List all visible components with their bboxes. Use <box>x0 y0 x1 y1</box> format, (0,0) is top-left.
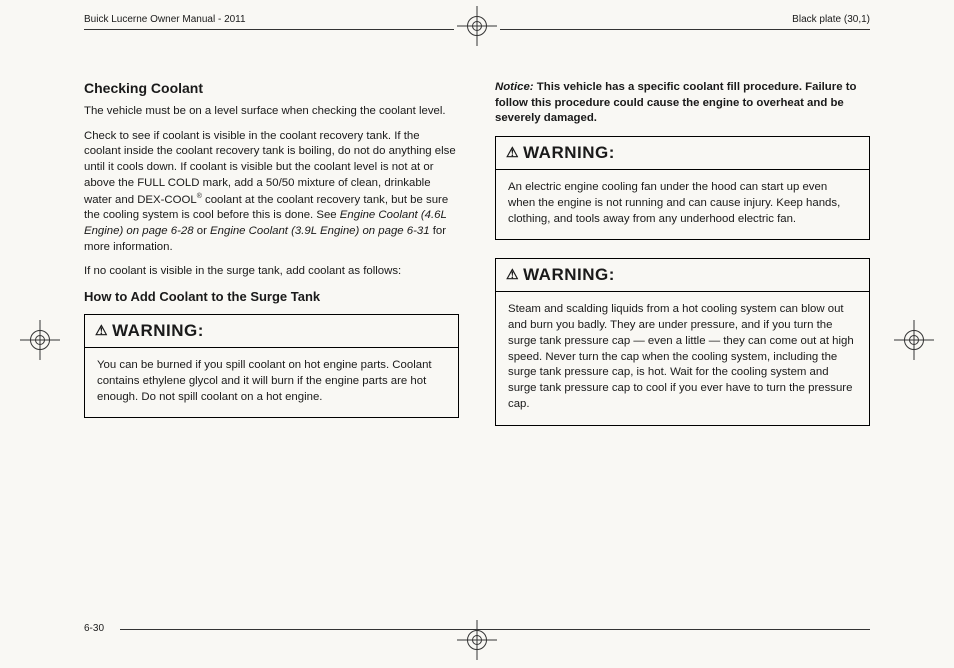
warning-triangle-icon: ⚠ <box>95 322 108 339</box>
left-column: Checking Coolant The vehicle must be on … <box>84 80 459 608</box>
notice-lead: Notice: <box>495 81 534 93</box>
warning-box: ⚠WARNING: Steam and scalding liquids fro… <box>495 258 870 425</box>
warning-title: ⚠WARNING: <box>85 315 458 348</box>
content-area: Checking Coolant The vehicle must be on … <box>84 80 870 608</box>
header-right-text: Black plate (30,1) <box>792 14 870 25</box>
warning-triangle-icon: ⚠ <box>506 266 519 283</box>
registration-mark-icon <box>20 320 60 360</box>
crossref: Engine Coolant (3.9L Engine) on page 6‑3… <box>210 225 430 237</box>
registration-mark-icon <box>894 320 934 360</box>
notice-body: This vehicle has a specific coolant fill… <box>495 81 856 124</box>
page-header: Buick Lucerne Owner Manual - 2011 Black … <box>0 14 954 36</box>
footer-rule <box>120 629 870 630</box>
warning-title-text: WARNING: <box>523 143 615 162</box>
header-rule <box>84 29 454 30</box>
right-column: Notice: This vehicle has a specific cool… <box>495 80 870 608</box>
body-paragraph: The vehicle must be on a level surface w… <box>84 104 459 120</box>
warning-box: ⚠WARNING: You can be burned if you spill… <box>84 314 459 418</box>
body-paragraph: Check to see if coolant is visible in th… <box>84 129 459 256</box>
header-left-text: Buick Lucerne Owner Manual - 2011 <box>84 14 246 25</box>
header-rule <box>500 29 870 30</box>
page-number: 6-30 <box>84 623 104 634</box>
warning-body: Steam and scalding liquids from a hot co… <box>496 292 869 424</box>
warning-title-text: WARNING: <box>112 321 204 340</box>
manual-page: { "meta": { "header_left": "Buick Lucern… <box>0 0 954 668</box>
warning-box: ⚠WARNING: An electric engine cooling fan… <box>495 136 870 240</box>
body-paragraph: If no coolant is visible in the surge ta… <box>84 264 459 280</box>
warning-body: You can be burned if you spill coolant o… <box>85 348 458 417</box>
warning-body: An electric engine cooling fan under the… <box>496 170 869 239</box>
notice-paragraph: Notice: This vehicle has a specific cool… <box>495 80 870 127</box>
registration-mark-icon <box>457 620 497 660</box>
warning-title-text: WARNING: <box>523 265 615 284</box>
body-text: or <box>194 225 210 237</box>
heading-add-coolant: How to Add Coolant to the Surge Tank <box>84 289 459 304</box>
warning-title: ⚠WARNING: <box>496 259 869 292</box>
warning-triangle-icon: ⚠ <box>506 144 519 161</box>
warning-title: ⚠WARNING: <box>496 137 869 170</box>
heading-checking-coolant: Checking Coolant <box>84 80 459 96</box>
